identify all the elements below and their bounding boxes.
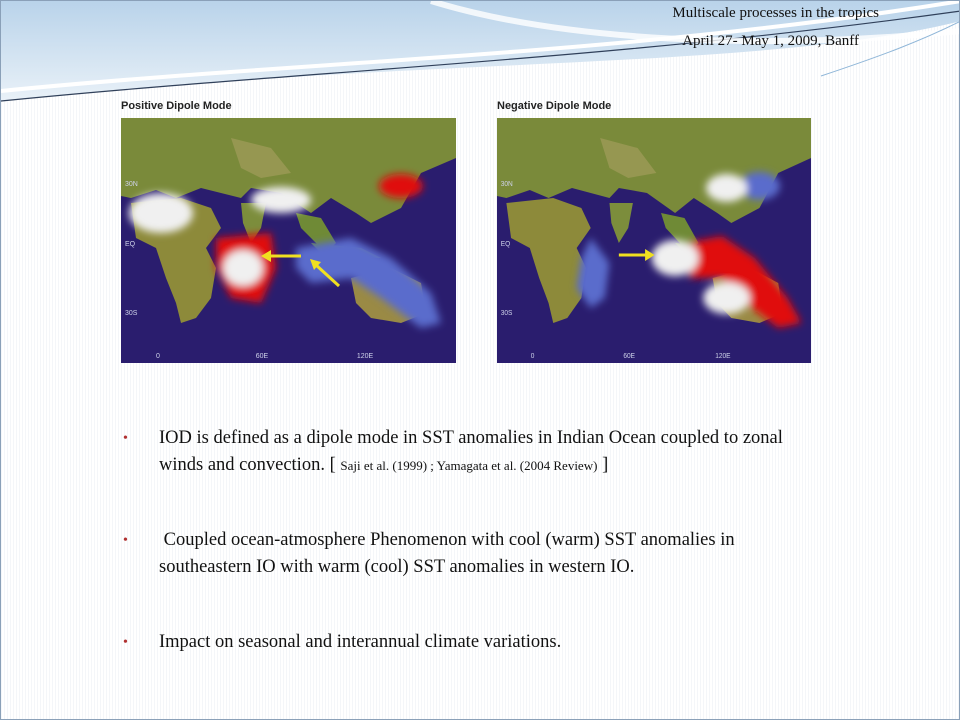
bullet: Coupled ocean-atmosphere Phenomenon with… <box>121 527 821 581</box>
bullet-list: IOD is defined as a dipole mode in SST a… <box>121 425 821 656</box>
bullet: IOD is defined as a dipole mode in SST a… <box>121 425 821 479</box>
lon-label: 60E <box>256 353 269 360</box>
lon-label: 0 <box>531 353 535 360</box>
lat-label: EQ <box>501 241 510 248</box>
lon-label: 60E <box>623 353 635 360</box>
lon-label: 0 <box>156 353 160 360</box>
bullet-text: ] <box>597 455 609 475</box>
lat-label: EQ <box>125 241 136 248</box>
lat-label: 30S <box>501 310 513 317</box>
header-title: Multiscale processes in the tropics <box>672 5 879 21</box>
lon-label: 120E <box>715 353 731 360</box>
citation: Saji et al. (1999) ; Yamagata et al. (20… <box>340 458 598 473</box>
lat-label: 30N <box>501 181 513 188</box>
bullet: Impact on seasonal and interannual clima… <box>121 629 821 656</box>
lon-label: 120E <box>357 353 374 360</box>
bullet-text: Coupled ocean-atmosphere Phenomenon with… <box>159 530 740 577</box>
header-decoration <box>1 1 959 102</box>
bullet-text: IOD is defined as a dipole mode in SST a… <box>159 428 783 475</box>
figure-title: Negative Dipole Mode <box>497 100 612 112</box>
lat-label: 30S <box>125 310 138 317</box>
figure-title: Positive Dipole Mode <box>121 100 232 112</box>
map-positive: 30N EQ 30S 0 60E 120E <box>121 118 456 363</box>
bullet-text: Impact on seasonal and interannual clima… <box>159 632 562 652</box>
map-negative: 30N EQ 30S 0 60E 120E <box>497 118 811 363</box>
header-subtitle: April 27- May 1, 2009, Banff <box>682 33 859 49</box>
lat-label: 30N <box>125 181 138 188</box>
